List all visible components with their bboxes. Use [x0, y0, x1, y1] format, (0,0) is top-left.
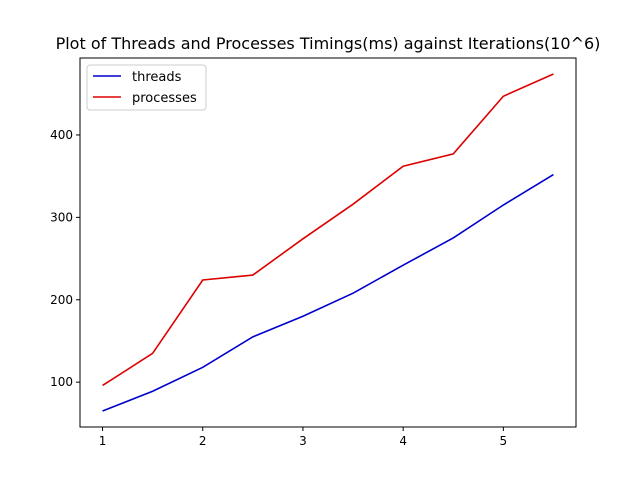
- series-line-threads: [102, 173, 554, 412]
- x-tick-label: 5: [500, 434, 508, 448]
- legend: threads processes: [86, 64, 207, 111]
- y-tick-label: 100: [50, 375, 73, 389]
- series-line-processes: [102, 73, 554, 387]
- x-tick-label: 2: [199, 434, 207, 448]
- y-tick-label: 200: [50, 293, 73, 307]
- y-tick-label: 400: [50, 128, 73, 142]
- x-tick-label: 3: [299, 434, 307, 448]
- x-tick-label: 1: [99, 434, 107, 448]
- plot-area: 1 2 3 4 5 100 200 300 400: [50, 73, 554, 448]
- y-tick-label: 300: [50, 210, 73, 224]
- chart-title: Plot of Threads and Processes Timings(ms…: [56, 34, 601, 53]
- axes-frame: [79, 57, 577, 428]
- legend-label-threads: threads: [132, 70, 182, 85]
- legend-label-processes: processes: [132, 91, 197, 106]
- x-tick-label: 4: [399, 434, 407, 448]
